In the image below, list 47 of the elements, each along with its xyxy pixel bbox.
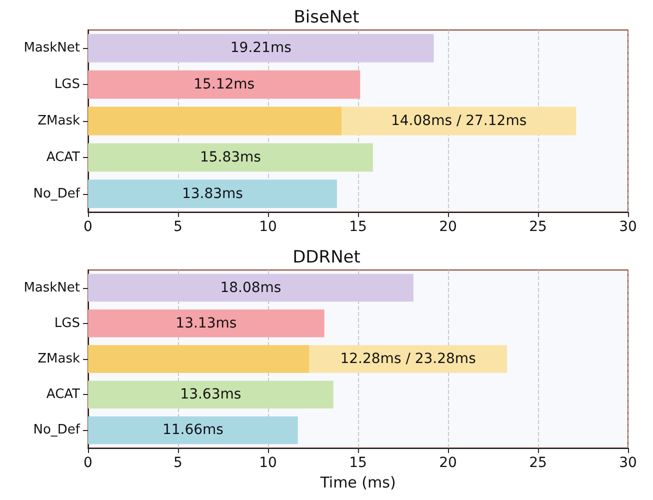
x-tick-label: 25 (529, 455, 547, 471)
data-label: 18.08ms (220, 280, 282, 296)
x-tick-label: 15 (349, 219, 367, 235)
bar (88, 143, 373, 172)
x-tick-label: 10 (259, 455, 277, 471)
x-tick-label: 30 (619, 219, 637, 235)
data-label: 15.12ms (194, 76, 255, 93)
bar (88, 310, 324, 338)
data-label: 12.28ms / 23.28ms (340, 351, 476, 367)
bar (88, 274, 414, 302)
bar (88, 345, 310, 373)
x-tick-label: 25 (529, 219, 547, 235)
bar (88, 70, 360, 99)
bar (88, 106, 342, 136)
bar (88, 180, 337, 208)
data-label: 19.21ms (230, 40, 292, 56)
x-tick-label: 0 (84, 219, 92, 235)
bar (88, 416, 298, 444)
data-label: 15.83ms (200, 149, 261, 166)
chart-title: BiseNet (294, 8, 360, 28)
y-tick-label: ZMask (38, 352, 80, 366)
x-tick-label: 30 (619, 455, 637, 471)
bar (88, 34, 434, 62)
x-tick-label: 20 (439, 219, 457, 235)
data-label: 14.08ms / 27.12ms (390, 113, 527, 129)
y-tick-label: MaskNet (24, 40, 80, 56)
x-tick-label: 20 (439, 455, 457, 471)
x-tick-label: 10 (259, 219, 277, 235)
data-label: 13.63ms (180, 386, 242, 403)
y-tick-label: LGS (54, 316, 80, 331)
y-tick-label: ZMask (38, 114, 80, 128)
chart-title: DDRNet (292, 248, 361, 268)
x-tick-label: 5 (174, 455, 182, 471)
y-tick-label: ACAT (46, 387, 80, 402)
x-axis-title: Time (ms) (319, 473, 396, 492)
x-tick-label: 15 (349, 455, 367, 471)
data-label: 13.83ms (182, 186, 243, 202)
y-tick-label: No_Def (33, 422, 80, 438)
data-label: 11.66ms (162, 422, 224, 438)
bar (88, 380, 334, 408)
y-tick-label: MaskNet (24, 280, 80, 296)
y-tick-label: LGS (54, 77, 80, 92)
x-tick-label: 5 (174, 219, 182, 235)
y-tick-label: No_Def (33, 186, 80, 202)
x-tick-label: 0 (84, 455, 92, 471)
y-tick-label: ACAT (46, 150, 80, 165)
data-label: 13.13ms (176, 315, 237, 332)
